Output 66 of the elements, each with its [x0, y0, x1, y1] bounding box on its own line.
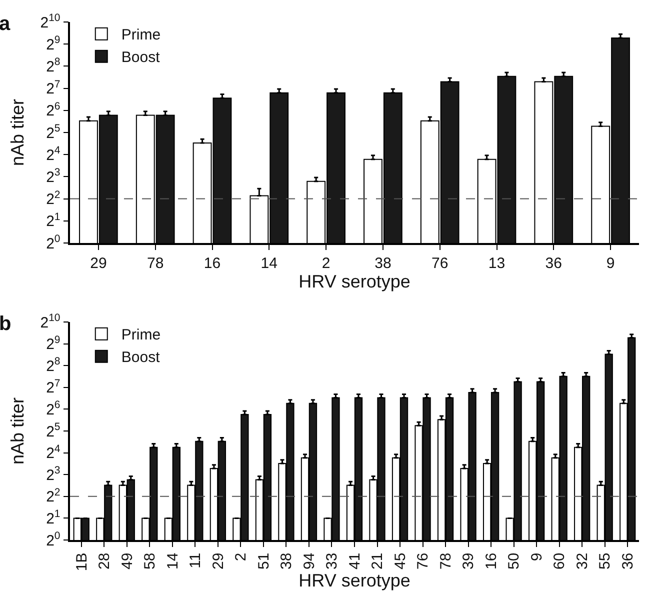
y-tick-label: 2$^{4}$: [46, 144, 60, 164]
y-tick-label: 2$^{5}$: [46, 122, 60, 142]
x-tick-label: 76: [432, 254, 448, 272]
y-tick-label: 2$^{6}$: [46, 100, 60, 120]
x-tick-label: 38: [278, 552, 296, 570]
x-tick-label: 16: [482, 552, 500, 570]
y-tick-label: 2$^{8}$: [46, 56, 60, 76]
x-tick-label: 38: [374, 254, 392, 272]
legend-label: Boost: [121, 349, 161, 366]
x-axis-title: HRV serotype: [298, 272, 410, 292]
y-tick-label: 2$^{8}$: [46, 356, 60, 375]
x-tick-label: 13: [488, 254, 506, 272]
y-tick-label: 2$^{6}$: [46, 399, 60, 418]
y-tick-label: 2$^{1}$: [46, 508, 60, 528]
y-axis-title: nAb titer: [8, 98, 28, 166]
x-tick-label: 32: [574, 552, 591, 570]
y-tick-label: 2$^{9}$: [46, 34, 60, 54]
x-tick-label: 9: [606, 254, 615, 272]
y-tick-label: 2$^{2}$: [46, 188, 60, 208]
x-tick-label: 60: [551, 552, 568, 570]
y-axis-title: nAb titer: [8, 397, 28, 465]
x-tick-label: 50: [506, 552, 523, 570]
legend-label: Boost: [121, 49, 161, 66]
x-tick-label: 16: [204, 254, 221, 272]
chart-title: b: [0, 313, 12, 335]
x-tick-label: 1B: [73, 552, 90, 572]
y-tick-label: 2$^{2}$: [46, 486, 60, 506]
y-tick-label: 2$^{10}$: [40, 12, 60, 32]
x-axis-title: HRV serotype: [298, 570, 410, 591]
x-tick-label: 11: [187, 552, 204, 568]
y-tick-label: 2$^{4}$: [46, 442, 60, 462]
y-tick-label: 2$^{7}$: [46, 377, 60, 397]
x-tick-label: 45: [392, 552, 409, 570]
legend-label: Prime: [121, 26, 161, 44]
y-tick-label: 2$^{7}$: [46, 78, 60, 98]
x-tick-label: 94: [300, 552, 318, 570]
x-tick-label: 41: [346, 552, 364, 570]
y-tick-label: 2$^{10}$: [40, 312, 60, 332]
x-tick-label: 78: [437, 552, 454, 570]
x-tick-label: 29: [90, 254, 107, 272]
x-tick-label: 21: [369, 552, 386, 570]
x-tick-label: 29: [210, 552, 227, 570]
x-tick-label: 28: [96, 552, 114, 570]
y-tick-label: 2$^{0}$: [46, 530, 60, 550]
y-tick-label: 2$^{3}$: [46, 464, 60, 484]
x-tick-label: 2: [232, 552, 250, 562]
y-tick-label: 2$^{9}$: [46, 334, 60, 354]
y-tick-label: 2$^{1}$: [46, 210, 60, 230]
x-tick-label: 39: [460, 552, 478, 570]
x-tick-label: 36: [619, 552, 636, 570]
x-tick-label: 49: [118, 552, 136, 570]
x-tick-label: 14: [260, 254, 278, 272]
y-tick-label: 2$^{0}$: [46, 232, 60, 252]
y-tick-label: 2$^{5}$: [46, 420, 60, 440]
x-tick-label: 14: [164, 552, 182, 570]
x-tick-label: 78: [147, 254, 164, 272]
x-tick-label: 76: [414, 552, 432, 570]
x-tick-label: 55: [596, 552, 614, 570]
x-tick-label: 51: [255, 552, 272, 570]
y-tick-label: 2$^{3}$: [46, 166, 60, 186]
x-tick-label: 9: [528, 552, 546, 562]
x-tick-label: 33: [324, 552, 341, 570]
x-tick-label: 2: [322, 254, 330, 272]
legend-label: Prime: [121, 326, 161, 344]
x-tick-label: 58: [142, 552, 159, 570]
x-tick-label: 36: [545, 254, 562, 272]
